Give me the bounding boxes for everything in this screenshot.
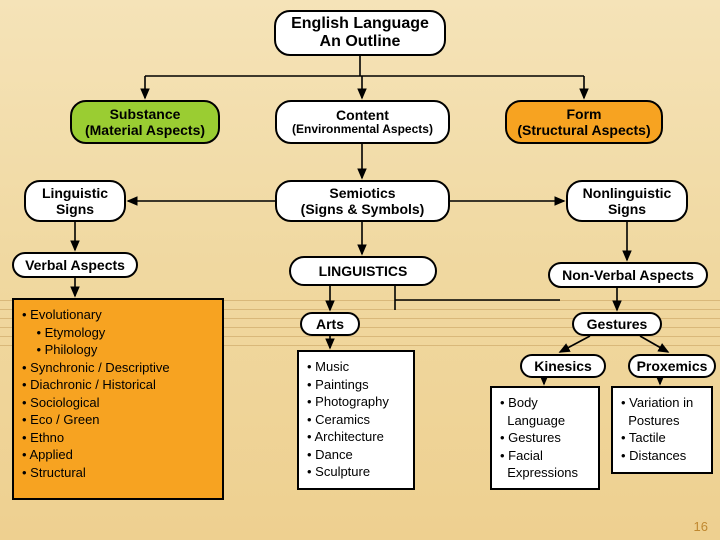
- content-box: Content (Environmental Aspects): [275, 100, 450, 144]
- content-l1: Content: [336, 107, 389, 123]
- gestures-l1: Gestures: [587, 316, 648, 332]
- list-item: • Diachronic / Historical: [22, 376, 214, 394]
- linguistic-l2: Signs: [56, 201, 94, 217]
- list-item: • Sociological: [22, 394, 214, 412]
- arts-l1: Arts: [316, 316, 344, 332]
- list-item: • Gestures: [500, 429, 590, 447]
- list-item: • Architecture: [307, 428, 405, 446]
- proxemics-box: Proxemics: [628, 354, 716, 378]
- verbal-l1: Verbal Aspects: [25, 257, 125, 273]
- arts-list: • Music• Paintings• Photography• Ceramic…: [297, 350, 415, 490]
- page-number: 16: [694, 519, 708, 534]
- substance-l2: (Material Aspects): [85, 122, 205, 138]
- proxemics-l1: Proxemics: [637, 358, 708, 374]
- list-item: Language: [500, 412, 590, 430]
- gestures-box: Gestures: [572, 312, 662, 336]
- list-item: • Distances: [621, 447, 703, 465]
- list-item: • Photography: [307, 393, 405, 411]
- content-l2: (Environmental Aspects): [292, 123, 433, 137]
- list-item: • Ceramics: [307, 411, 405, 429]
- verbal-list: • Evolutionary • Etymology • Philology• …: [12, 298, 224, 500]
- verbal-aspects-box: Verbal Aspects: [12, 252, 138, 278]
- kinesics-list: • Body Language• Gestures• Facial Expres…: [490, 386, 600, 490]
- substance-box: Substance (Material Aspects): [70, 100, 220, 144]
- list-item: • Philology: [22, 341, 214, 359]
- linguistic-signs-box: Linguistic Signs: [24, 180, 126, 222]
- root-title-l2: An Outline: [320, 33, 401, 51]
- list-item: • Tactile: [621, 429, 703, 447]
- list-item: • Ethno: [22, 429, 214, 447]
- list-item: • Music: [307, 358, 405, 376]
- list-item: • Eco / Green: [22, 411, 214, 429]
- nonlinguistic-signs-box: Nonlinguistic Signs: [566, 180, 688, 222]
- list-item: • Etymology: [22, 324, 214, 342]
- kinesics-box: Kinesics: [520, 354, 606, 378]
- form-l1: Form: [567, 106, 602, 122]
- list-item: Expressions: [500, 464, 590, 482]
- form-box: Form (Structural Aspects): [505, 100, 663, 144]
- list-item: • Sculpture: [307, 463, 405, 481]
- root-title-box: English Language An Outline: [274, 10, 446, 56]
- substance-l1: Substance: [110, 106, 181, 122]
- linguistic-l1: Linguistic: [42, 185, 108, 201]
- list-item: • Applied: [22, 446, 214, 464]
- list-item: • Variation in: [621, 394, 703, 412]
- list-item: • Evolutionary: [22, 306, 214, 324]
- list-item: • Body: [500, 394, 590, 412]
- list-item: • Dance: [307, 446, 405, 464]
- root-title-l1: English Language: [291, 15, 429, 33]
- list-item: Postures: [621, 412, 703, 430]
- nonlinguistic-l2: Signs: [608, 201, 646, 217]
- list-item: • Structural: [22, 464, 214, 482]
- semiotics-l1: Semiotics: [329, 185, 395, 201]
- semiotics-box: Semiotics (Signs & Symbols): [275, 180, 450, 222]
- kinesics-l1: Kinesics: [534, 358, 592, 374]
- linguistics-l1: LINGUISTICS: [319, 263, 408, 279]
- nonverbal-aspects-box: Non-Verbal Aspects: [548, 262, 708, 288]
- list-item: • Synchronic / Descriptive: [22, 359, 214, 377]
- proxemics-list: • Variation in Postures• Tactile• Distan…: [611, 386, 713, 474]
- form-l2: (Structural Aspects): [517, 122, 650, 138]
- list-item: • Facial: [500, 447, 590, 465]
- nonverbal-l1: Non-Verbal Aspects: [562, 267, 694, 283]
- arts-box: Arts: [300, 312, 360, 336]
- list-item: • Paintings: [307, 376, 405, 394]
- linguistics-box: LINGUISTICS: [289, 256, 437, 286]
- semiotics-l2: (Signs & Symbols): [301, 201, 425, 217]
- nonlinguistic-l1: Nonlinguistic: [583, 185, 672, 201]
